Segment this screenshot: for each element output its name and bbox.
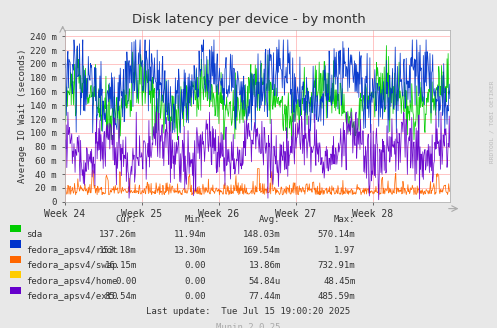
Text: 85.54m: 85.54m (104, 292, 137, 301)
Text: 148.03m: 148.03m (243, 230, 281, 239)
Text: fedora_apsv4/home: fedora_apsv4/home (26, 277, 117, 285)
Text: 570.14m: 570.14m (318, 230, 355, 239)
Text: 485.59m: 485.59m (318, 292, 355, 301)
Text: sda: sda (26, 230, 42, 239)
Text: 137.26m: 137.26m (99, 230, 137, 239)
Text: Cur:: Cur: (115, 215, 137, 224)
Text: 0.00: 0.00 (185, 261, 206, 270)
Text: fedora_apsv4/root: fedora_apsv4/root (26, 246, 117, 255)
Text: 54.84u: 54.84u (248, 277, 281, 285)
Text: Munin 2.0.25: Munin 2.0.25 (216, 323, 281, 328)
Text: RRDTOOL / TOBI OETIKER: RRDTOOL / TOBI OETIKER (490, 80, 495, 163)
Text: Avg:: Avg: (259, 215, 281, 224)
Y-axis label: Average IO Wait (seconds): Average IO Wait (seconds) (18, 49, 27, 183)
Text: fedora_apsv4/swap: fedora_apsv4/swap (26, 261, 117, 270)
Text: Min:: Min: (185, 215, 206, 224)
Text: 16.15m: 16.15m (104, 261, 137, 270)
Text: fedora_apsv4/ext0: fedora_apsv4/ext0 (26, 292, 117, 301)
Text: Disk latency per device - by month: Disk latency per device - by month (132, 13, 365, 26)
Text: 77.44m: 77.44m (248, 292, 281, 301)
Text: 1.97: 1.97 (334, 246, 355, 255)
Text: Last update:  Tue Jul 15 19:00:20 2025: Last update: Tue Jul 15 19:00:20 2025 (147, 307, 350, 316)
Text: 13.30m: 13.30m (174, 246, 206, 255)
Text: 0.00: 0.00 (185, 292, 206, 301)
Text: 0.00: 0.00 (115, 277, 137, 285)
Text: 48.45m: 48.45m (323, 277, 355, 285)
Text: 11.94m: 11.94m (174, 230, 206, 239)
Text: 732.91m: 732.91m (318, 261, 355, 270)
Text: 169.54m: 169.54m (243, 246, 281, 255)
Text: 0.00: 0.00 (185, 277, 206, 285)
Text: 153.18m: 153.18m (99, 246, 137, 255)
Text: 13.86m: 13.86m (248, 261, 281, 270)
Text: Max:: Max: (334, 215, 355, 224)
